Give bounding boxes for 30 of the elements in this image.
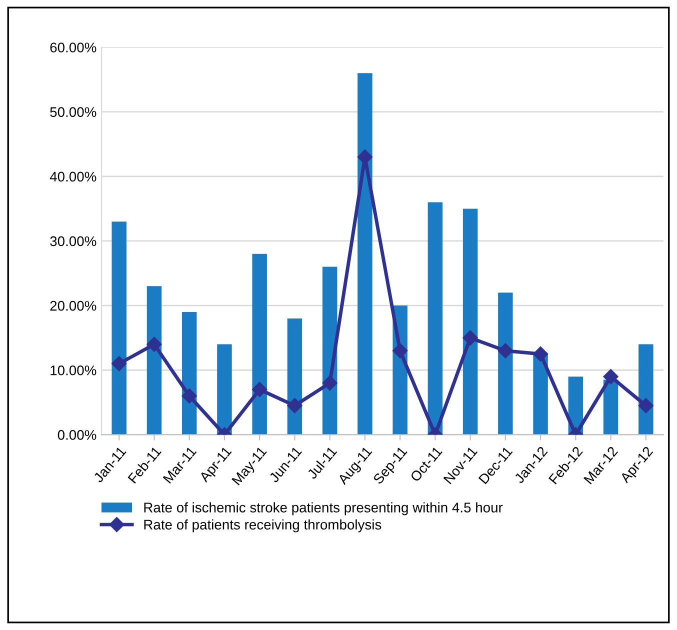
- point: [182, 388, 197, 404]
- y-tick-label: 60.00%: [50, 42, 96, 52]
- point: [603, 369, 618, 384]
- point: [322, 375, 338, 391]
- bar: [533, 354, 548, 435]
- bar: [358, 73, 372, 435]
- point: [252, 382, 268, 398]
- bar: [146, 286, 162, 435]
- point: [392, 343, 408, 358]
- legend-label: Rate of ischemic stroke patients presenting within 4.5 hour: [144, 502, 503, 516]
- point: [462, 330, 478, 346]
- y-tick-label: 50.00%: [50, 107, 96, 117]
- bar: [428, 202, 443, 435]
- y-tick-label: 40.00%: [50, 172, 96, 182]
- point: [498, 343, 513, 358]
- bar: [112, 222, 126, 435]
- point: [146, 336, 162, 352]
- bar: [252, 254, 267, 435]
- bar: [217, 344, 232, 435]
- point: [638, 398, 654, 414]
- point: [112, 356, 127, 372]
- point: [287, 398, 302, 414]
- y-tick-label: 30.00%: [50, 236, 96, 246]
- y-tick-label: 0.00%: [58, 430, 96, 440]
- legend-label: Rate of patients receiving thrombolysis: [144, 519, 382, 532]
- bar: [498, 292, 513, 435]
- point: [532, 346, 548, 362]
- bar: [462, 208, 478, 435]
- y-tick-label: 20.00%: [50, 300, 96, 311]
- y-tick-label: 10.00%: [50, 365, 96, 376]
